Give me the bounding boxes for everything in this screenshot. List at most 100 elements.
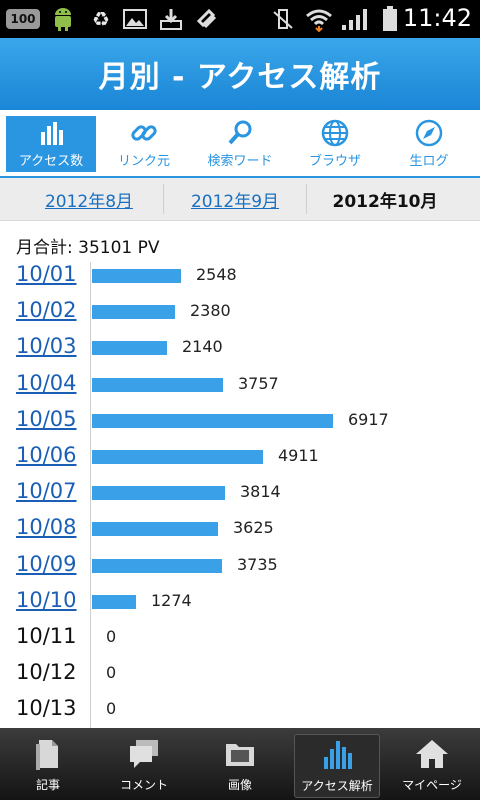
chart-bar (92, 413, 333, 428)
month-divider (306, 184, 307, 214)
nav-access-analysis[interactable]: アクセス解析 (294, 734, 380, 798)
chart-value-label: 0 (106, 699, 117, 719)
tab-label: 検索ワード (207, 154, 273, 169)
chart-row: 10/01 2548 (0, 260, 480, 296)
chart-row: 10/13 0 (0, 694, 480, 730)
tab-label: 生ログ (409, 154, 449, 169)
chart-axis-line (90, 262, 91, 728)
chart-date-label: 10/12 (16, 660, 77, 685)
chart-row: 10/05 6917 (0, 405, 480, 441)
chart-value-label: 2548 (196, 265, 237, 284)
chart-row: 10/04 3757 (0, 369, 480, 405)
chart-row: 10/02 2380 (0, 296, 480, 332)
chart-value-label: 3625 (233, 518, 274, 538)
header-bar: 月別 - アクセス解析 (0, 38, 480, 110)
chart-date-label[interactable]: 10/01 (16, 262, 77, 286)
chart-date-label[interactable]: 10/10 (16, 587, 77, 612)
chart-row: 10/10 1274 (0, 586, 480, 622)
tab-label: アクセス数 (18, 154, 84, 169)
battery-level-text: 100 (10, 12, 36, 26)
clock: 11:42 (402, 4, 472, 32)
chart-date-label: 10/13 (16, 696, 77, 721)
comment-icon (130, 740, 158, 768)
chart-row: 10/12 0 (0, 658, 480, 694)
tab-access-count[interactable]: アクセス数 (6, 116, 96, 172)
globe-icon (321, 119, 349, 147)
chart-value-label: 3757 (238, 373, 279, 393)
chart-bar (92, 341, 167, 356)
monthly-total: 月合計: 35101 PV (16, 238, 160, 258)
tab-referrer[interactable]: リンク元 (99, 116, 189, 172)
chart-bar (92, 486, 225, 501)
chart-date-label[interactable]: 10/06 (16, 443, 77, 467)
chart-date-label[interactable]: 10/05 (16, 406, 77, 431)
chart-row: 10/07 3814 (0, 477, 480, 513)
chart-date-label[interactable]: 10/09 (16, 551, 77, 576)
nav-label: マイページ (402, 778, 462, 792)
chart-date-label[interactable]: 10/07 (16, 479, 77, 504)
chart-bar (92, 450, 263, 464)
chart-row: 10/06 4911 (0, 441, 480, 477)
folder-image-icon (226, 744, 254, 766)
nav-images[interactable]: 画像 (198, 734, 282, 796)
chart-row: 10/08 3625 (0, 513, 480, 549)
image-icon (120, 5, 150, 33)
bar-chart-icon (41, 122, 63, 145)
search-icon (228, 120, 252, 145)
tab-raw-log[interactable]: 生ログ (384, 116, 474, 172)
compass-icon (415, 119, 443, 147)
month-divider (163, 184, 164, 214)
chart-date-label[interactable]: 10/04 (16, 370, 77, 395)
chart-bar (92, 377, 223, 392)
month-link-aug[interactable]: 2012年8月 (44, 191, 134, 212)
bar-chart-icon (324, 741, 352, 769)
nav-label: 記事 (35, 778, 60, 792)
month-current: 2012年10月 (332, 191, 438, 212)
chart-value-label: 3735 (237, 554, 278, 574)
tab-label: ブラウザ (308, 154, 361, 169)
nav-comments[interactable]: コメント (102, 734, 186, 796)
vibrate-icon (268, 5, 298, 33)
month-link-sep[interactable]: 2012年9月 (190, 191, 280, 212)
status-bar: 100 ♻ 11:42 (0, 0, 480, 38)
chart-value-label: 3814 (240, 482, 281, 502)
nav-label: 画像 (227, 778, 252, 792)
nav-my-page[interactable]: マイページ (390, 734, 474, 796)
chart-value-label: 0 (106, 663, 117, 683)
tab-browser[interactable]: ブラウザ (290, 116, 380, 172)
chart-row: 10/09 3735 (0, 550, 480, 586)
chart-bar (92, 558, 222, 573)
tab-search-words[interactable]: 検索ワード (195, 116, 285, 172)
chart-value-label: 6917 (348, 409, 389, 429)
chart-bar (92, 522, 218, 537)
analysis-tabs: アクセス数 リンク元 検索ワード ブラウザ 生ログ (0, 110, 480, 178)
nav-label: アクセス解析 (301, 779, 373, 793)
page-title: 月別 - アクセス解析 (98, 60, 382, 95)
chart-value-label: 2380 (190, 301, 231, 321)
chart-date-label[interactable]: 10/08 (16, 515, 77, 540)
chart-date-label[interactable]: 10/03 (16, 334, 77, 359)
bottom-nav: 記事 コメント 画像 アクセス解析 マイページ (0, 728, 480, 800)
nav-label: コメント (119, 778, 168, 792)
chart-date-label[interactable]: 10/02 (16, 298, 77, 323)
chart-value-label: 2140 (182, 337, 223, 357)
nav-articles[interactable]: 記事 (6, 734, 90, 796)
tab-label: リンク元 (117, 154, 170, 169)
chart-value-label: 0 (106, 627, 117, 646)
chart-bar (92, 305, 175, 320)
download-icon (156, 5, 186, 33)
signal-icon (340, 5, 372, 33)
chart-date-label: 10/11 (16, 624, 77, 648)
chart-row: 10/11 0 (0, 622, 480, 658)
recycle-icon: ♻ (92, 7, 110, 31)
android-icon (48, 5, 78, 33)
chart-bar (92, 269, 181, 283)
chart-value-label: 4911 (278, 446, 319, 465)
month-selector: 2012年8月 2012年9月 2012年10月 (0, 178, 480, 221)
chart-bar (92, 594, 136, 609)
usb-icon (192, 5, 222, 33)
battery-100-icon: 100 (6, 9, 40, 29)
chart-value-label: 1274 (151, 590, 192, 610)
document-icon (36, 740, 58, 770)
link-icon (131, 125, 157, 141)
